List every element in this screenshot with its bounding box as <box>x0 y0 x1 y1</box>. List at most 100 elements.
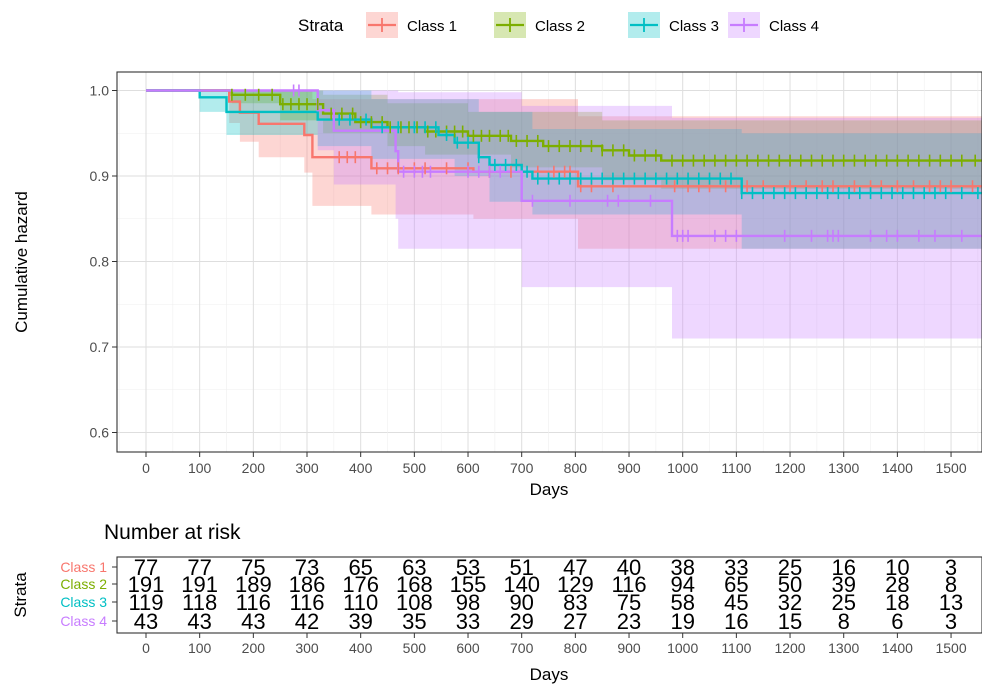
legend-item: Class 4 <box>728 12 819 38</box>
risk-row: Class 4 43 43 43 42 39 35 33 29 27 23 19 16 15 8 6 3 <box>60 609 957 634</box>
risk-x-tick-label: 700 <box>510 640 534 656</box>
risk-count: 83 <box>563 590 587 615</box>
risk-count: 19 <box>670 609 694 634</box>
risk-count: 155 <box>450 572 487 597</box>
risk-x-tick-label: 1500 <box>935 640 966 656</box>
risk-count: 39 <box>831 572 855 597</box>
risk-count: 3 <box>945 555 957 580</box>
risk-row: Class 3 119 118 116 116 110 108 98 90 83 75 58 45 32 2… <box>60 590 963 615</box>
legend-label: Class 1 <box>407 18 457 35</box>
risk-count: 98 <box>456 590 480 615</box>
risk-count: 16 <box>831 555 855 580</box>
risk-count: 6 <box>891 609 903 634</box>
risk-x-tick-label: 1100 <box>721 640 751 656</box>
risk-x-tick-label: 500 <box>403 640 427 656</box>
risk-x-tick-label: 200 <box>242 640 266 656</box>
x-tick-label: 1500 <box>935 460 966 476</box>
risk-x-tick-label: 1300 <box>828 640 859 656</box>
x-tick-label: 700 <box>510 460 534 476</box>
risk-count: 42 <box>295 609 319 634</box>
risk-count: 50 <box>778 572 802 597</box>
risk-row-label: Class 4 <box>60 613 107 629</box>
x-axis-ticks: 0 100 200 300 400 500 600 700 800 900 1000 1100 1200… <box>142 452 967 476</box>
x-tick-label: 0 <box>142 460 150 476</box>
risk-count: 90 <box>509 590 533 615</box>
risk-count: 116 <box>289 590 324 615</box>
survival-curve <box>146 89 982 238</box>
risk-count: 43 <box>187 609 211 634</box>
x-tick-label: 400 <box>349 460 373 476</box>
risk-x-tick-label: 400 <box>349 640 373 656</box>
risk-x-tick-label: 300 <box>295 640 319 656</box>
risk-x-tick-label: 1200 <box>774 640 805 656</box>
x-tick-label: 1200 <box>774 460 805 476</box>
risk-count: 75 <box>617 590 641 615</box>
risk-count: 118 <box>182 590 217 615</box>
risk-table-rows: Class 1 77 77 75 73 65 63 53 51 47 40 38 33 25 16 10 3Cl… <box>60 555 963 634</box>
risk-x-tick-label: 600 <box>456 640 480 656</box>
x-tick-label: 600 <box>456 460 480 476</box>
risk-count: 27 <box>563 609 587 634</box>
risk-count: 119 <box>128 590 163 615</box>
risk-count: 51 <box>509 555 533 580</box>
y-tick-label: 0.8 <box>90 254 110 270</box>
main-plot-panel: 0.6 0.7 0.8 0.9 1.0 0 100 200 300 400 500 600 700 80… <box>12 71 982 499</box>
risk-count: 58 <box>670 590 694 615</box>
x-tick-label: 200 <box>242 460 266 476</box>
risk-count: 15 <box>778 609 802 634</box>
risk-count: 189 <box>235 572 272 597</box>
risk-count: 75 <box>241 555 265 580</box>
risk-count: 8 <box>945 572 957 597</box>
y-tick-label: 0.9 <box>90 168 110 184</box>
risk-count: 43 <box>134 609 158 634</box>
risk-count: 25 <box>778 555 802 580</box>
survival-curve <box>146 89 982 195</box>
risk-count: 13 <box>939 590 963 615</box>
risk-count: 33 <box>456 609 480 634</box>
risk-count: 116 <box>611 572 646 597</box>
risk-count: 140 <box>503 572 540 597</box>
risk-count: 45 <box>724 590 748 615</box>
risk-count: 53 <box>456 555 480 580</box>
x-tick-label: 800 <box>564 460 588 476</box>
x-tick-label: 100 <box>188 460 212 476</box>
y-tick-label: 1.0 <box>90 83 110 99</box>
x-tick-label: 1000 <box>667 460 698 476</box>
risk-table-border <box>116 556 982 634</box>
legend-item: Class 2 <box>494 12 585 38</box>
risk-count: 16 <box>724 609 748 634</box>
y-axis-ticks: 0.6 0.7 0.8 0.9 1.0 <box>90 83 117 441</box>
legend-item: Class 3 <box>628 12 719 38</box>
legend: Strata Class 1 Class 2 Class 3 Class 4 <box>298 12 819 38</box>
risk-count: 108 <box>396 590 433 615</box>
censor-marks <box>231 84 979 242</box>
risk-count: 3 <box>945 609 957 634</box>
risk-row: Class 1 77 77 75 73 65 63 53 51 47 40 38 33 25 16 10 3 <box>60 555 957 580</box>
risk-row: Class 2 191 191 189 186 176 168 155 140 129 116 94 6… <box>60 572 957 597</box>
risk-count: 38 <box>670 555 694 580</box>
legend-label: Class 2 <box>535 18 585 35</box>
risk-row-label: Class 3 <box>60 594 107 610</box>
risk-table: Number at risk Class 1 77 77 75 73 65 63 53 51 47… <box>11 521 982 684</box>
risk-count: 25 <box>831 590 855 615</box>
risk-count: 23 <box>617 609 641 634</box>
risk-x-tick-label: 1400 <box>882 640 913 656</box>
risk-count: 191 <box>128 572 165 597</box>
risk-row-label: Class 1 <box>60 559 107 575</box>
risk-count: 176 <box>342 572 379 597</box>
risk-count: 39 <box>348 609 372 634</box>
risk-count: 47 <box>563 555 587 580</box>
y-tick-label: 0.7 <box>90 339 110 355</box>
risk-count: 129 <box>557 572 594 597</box>
risk-count: 43 <box>241 609 265 634</box>
risk-count: 40 <box>617 555 641 580</box>
risk-row-label: Class 2 <box>60 576 107 592</box>
legend-label: Class 4 <box>769 18 819 35</box>
legend-title: Strata <box>298 16 344 35</box>
y-tick-label: 0.6 <box>90 425 110 441</box>
risk-count: 32 <box>778 590 802 615</box>
risk-count: 8 <box>838 609 850 634</box>
risk-count: 65 <box>348 555 372 580</box>
x-tick-label: 900 <box>617 460 641 476</box>
legend-label: Class 3 <box>669 18 719 35</box>
